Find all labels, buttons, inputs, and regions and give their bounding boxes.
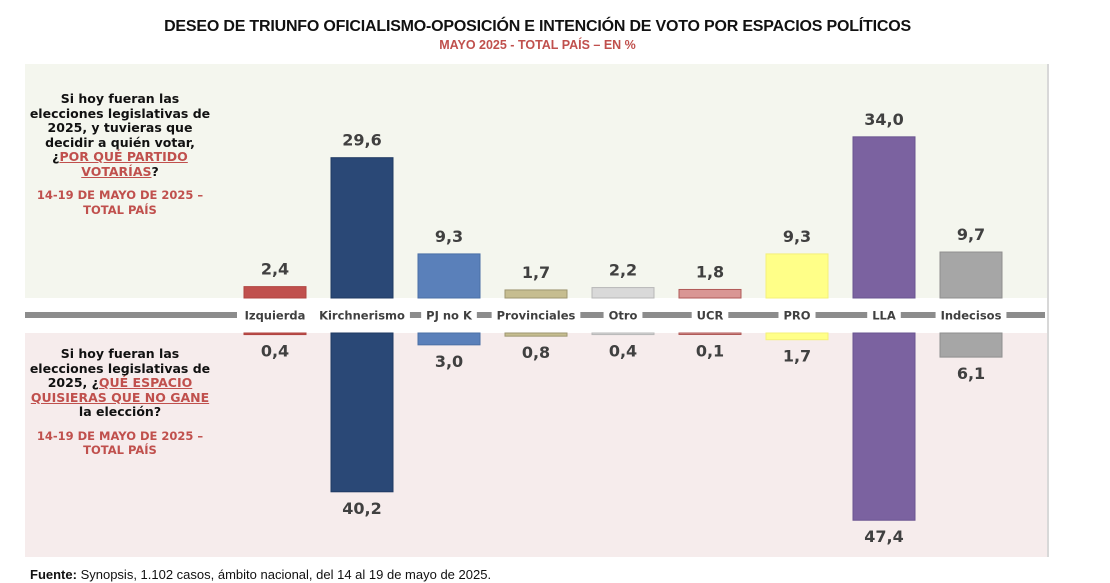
data-label-reject-otro: 0,4 [609,342,637,361]
data-label-vote-izquierda: 2,4 [261,260,289,279]
axis-segment [409,312,422,318]
data-label-reject-pro: 1,7 [783,347,811,366]
bar-reject-provinciales [504,332,568,337]
bar-chart: Izquierda Kirchnerismo PJ no K Provinciales… [25,110,1045,546]
question-rejection: Si hoy fueran las elecciones legislativa… [25,346,215,458]
question-date: 14-19 DE MAYO DE 2025 – TOTAL PAÍS [36,188,204,217]
source-text: Synopsis, 1.102 casos, ámbito nacional, … [76,567,492,582]
data-label-vote-provinciales: 1,7 [522,263,550,282]
data-label-reject-lla: 47,4 [864,527,903,546]
bar-vote-otro [591,287,655,299]
bar-reject-izquierda [243,332,307,336]
category-label-provinciales: Provinciales [497,309,576,323]
axis-segment [476,312,492,318]
bar-vote-ucr [678,288,742,299]
axis-segment [642,312,692,318]
bar-vote-pj-no-k [417,253,481,299]
data-label-reject-izquierda: 0,4 [261,342,289,361]
bar-reject-kirchnerismo [330,332,394,493]
question-vote-intention: Si hoy fueran las elecciones legislativa… [25,91,215,217]
data-label-vote-ucr: 1,8 [696,262,724,281]
axis-segment [815,312,868,318]
question-text: Si hoy fueran las elecciones legislativa… [29,346,211,390]
category-label-izquierda: Izquierda [245,309,306,323]
bar-reject-ucr [678,332,742,335]
category-label-lla: LLA [872,309,896,323]
question-highlight: QUÉ ESPACIO QUISIERAS QUE NO GANE [30,375,210,405]
data-label-reject-ucr: 0,1 [696,342,724,361]
axis-segment [728,312,779,318]
data-label-vote-pro: 9,3 [783,227,811,246]
bar-vote-pro [765,253,829,299]
question-highlight: POR QUÉ PARTIDO VOTARÍAS [59,149,188,179]
data-label-reject-kirchnerismo: 40,2 [342,499,381,518]
axis-segment [580,312,604,318]
data-label-reject-indecisos: 6,1 [957,364,985,383]
bar-vote-provinciales [504,289,568,299]
category-label-pj-no-k: PJ no K [426,309,473,323]
data-label-vote-pj-no-k: 9,3 [435,227,463,246]
category-label-ucr: UCR [697,309,724,323]
data-label-vote-kirchnerismo: 29,6 [342,131,381,150]
bar-reject-lla [852,332,916,521]
question-text-end: la elección? [78,404,162,419]
bar-vote-izquierda [243,286,307,299]
bar-reject-otro [591,332,655,336]
chart-panel: Si hoy fueran las elecciones legislativa… [25,64,1049,557]
source-label: Fuente: [30,567,77,582]
axis-segment [25,312,237,318]
data-label-reject-pj-no-k: 3,0 [435,352,463,371]
bar-vote-kirchnerismo [330,157,394,299]
category-label-pro: PRO [783,309,810,323]
source-note: Fuente: Synopsis, 1.102 casos, ámbito na… [30,567,491,582]
data-label-vote-otro: 2,2 [609,261,637,280]
category-label-indecisos: Indecisos [941,309,1002,323]
category-label-kirchnerismo: Kirchnerismo [319,309,405,323]
axis-segment [1006,312,1045,318]
bar-reject-pj-no-k [417,332,481,346]
question-date: 14-19 DE MAYO DE 2025 – TOTAL PAÍS [36,428,204,458]
axis-segment [900,312,936,318]
category-label-otro: Otro [609,309,638,323]
bar-reject-pro [765,332,829,341]
data-label-vote-indecisos: 9,7 [957,225,985,244]
chart-title: DESEO DE TRIUNFO OFICIALISMO-OPOSICIÓN E… [164,18,911,35]
data-label-reject-provinciales: 0,8 [522,343,550,362]
bar-reject-indecisos [939,332,1003,358]
chart-subtitle: MAYO 2025 - TOTAL PAÍS – EN % [439,38,636,52]
question-text-end: ? [151,163,159,179]
bar-vote-lla [852,136,916,299]
data-label-vote-lla: 34,0 [864,110,903,129]
bar-vote-indecisos [939,251,1003,299]
question-text: Si hoy fueran las elecciones legislativa… [29,91,211,164]
